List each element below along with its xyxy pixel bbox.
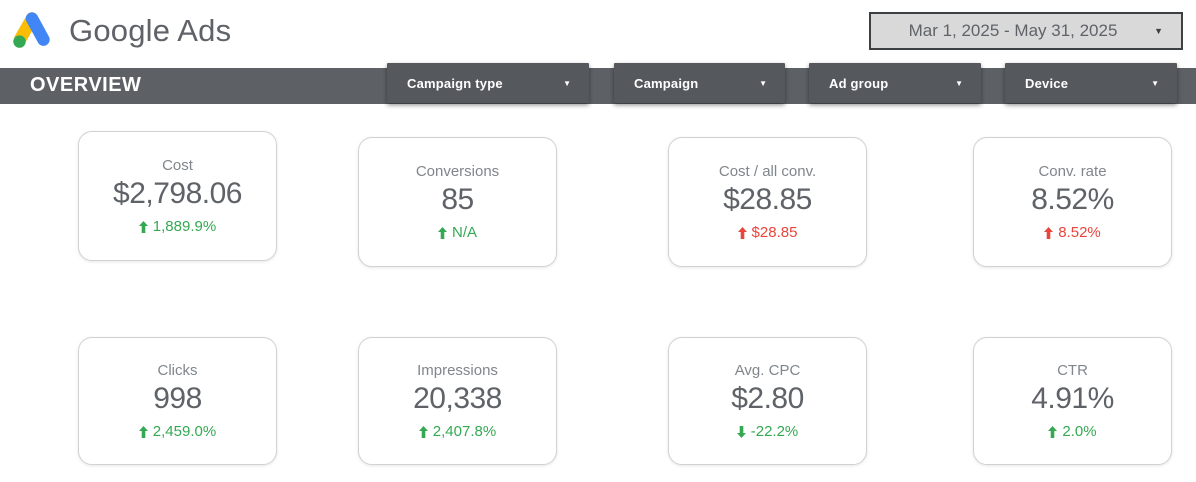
arrow-up-icon (1044, 226, 1054, 239)
filter-label: Device (1025, 75, 1069, 91)
chevron-down-icon: ▼ (955, 78, 963, 88)
filter-label: Campaign type (407, 75, 503, 91)
page-title: OVERVIEW (30, 74, 142, 96)
metric-delta: 2.0% (1048, 423, 1097, 441)
scorecard-conv-rate: Conv. rate 8.52% 8.52% (973, 137, 1172, 267)
metric-label: Conv. rate (1038, 162, 1107, 180)
metric-value: $2,798.06 (113, 176, 242, 210)
metric-label: Cost (162, 156, 193, 174)
metric-label: CTR (1057, 361, 1088, 379)
metric-delta-text: -22.2% (750, 423, 799, 441)
chevron-down-icon: ▼ (1154, 26, 1163, 36)
metric-label: Avg. CPC (734, 361, 801, 379)
metric-delta-text: 1,889.9% (152, 218, 217, 236)
metric-delta: 8.52% (1044, 224, 1101, 241)
scorecard-clicks: Clicks 998 2,459.0% (78, 337, 277, 465)
metric-value: $2.80 (731, 381, 804, 415)
chevron-down-icon: ▼ (563, 78, 571, 88)
metric-label: Impressions (417, 361, 498, 379)
metric-delta-text: 8.52% (1058, 224, 1101, 242)
brand-wordmark: Google Ads (69, 13, 232, 48)
metric-label: Cost / all conv. (718, 162, 817, 180)
filter-device[interactable]: Device ▼ (1005, 63, 1177, 103)
metric-value: 85 (441, 182, 474, 216)
scorecard-cost: Cost $2,798.06 1,889.9% (78, 131, 277, 261)
metric-delta-text: 2,459.0% (152, 423, 217, 441)
overview-bar (0, 68, 1196, 104)
metric-delta: $28.85 (737, 224, 798, 242)
arrow-up-icon (138, 220, 148, 233)
metric-delta: -22.2% (736, 423, 799, 441)
filter-label: Campaign (634, 75, 699, 91)
arrow-up-icon (437, 226, 447, 239)
google-ads-logo: Google Ads (8, 8, 231, 54)
filter-campaign-type[interactable]: Campaign type ▼ (387, 63, 589, 103)
metric-delta-text: N/A (451, 224, 477, 242)
arrow-up-icon (737, 226, 747, 239)
arrow-up-icon (418, 425, 428, 438)
filter-label: Ad group (829, 75, 889, 91)
filter-campaign[interactable]: Campaign ▼ (614, 63, 785, 103)
date-range-picker[interactable]: Mar 1, 2025 - May 31, 2025 ▼ (869, 12, 1183, 50)
metric-value: 20,338 (413, 381, 502, 415)
metric-delta: 2,459.0% (138, 423, 217, 441)
metric-delta-text: 2.0% (1062, 423, 1097, 441)
metric-delta: 2,407.8% (418, 423, 497, 441)
metric-delta-text: $28.85 (751, 224, 798, 242)
metric-delta: N/A (437, 224, 477, 242)
arrow-up-icon (1048, 425, 1058, 438)
chevron-down-icon: ▼ (1151, 78, 1159, 88)
scorecard-ctr: CTR 4.91% 2.0% (973, 337, 1172, 465)
scorecard-conversions: Conversions 85 N/A (358, 137, 557, 267)
metric-label: Conversions (415, 162, 500, 180)
metric-value: 4.91% (1031, 381, 1114, 415)
metric-value: 8.52% (1031, 182, 1114, 216)
scorecard-avg-cpc: Avg. CPC $2.80 -22.2% (668, 337, 867, 465)
filter-ad-group[interactable]: Ad group ▼ (809, 63, 981, 103)
date-range-label: Mar 1, 2025 - May 31, 2025 (908, 21, 1118, 40)
chevron-down-icon: ▼ (759, 78, 767, 88)
metric-value: $28.85 (723, 182, 812, 216)
arrow-down-icon (736, 425, 746, 438)
metric-value: 998 (153, 381, 202, 415)
scorecard-impressions: Impressions 20,338 2,407.8% (358, 337, 557, 465)
google-ads-triangle-logo-icon (13, 12, 50, 48)
metric-label: Clicks (157, 361, 198, 379)
scorecard-cost-all-conv: Cost / all conv. $28.85 $28.85 (668, 137, 867, 267)
arrow-up-icon (138, 425, 148, 438)
metric-delta-text: 2,407.8% (432, 423, 497, 441)
metric-delta: 1,889.9% (138, 218, 217, 236)
